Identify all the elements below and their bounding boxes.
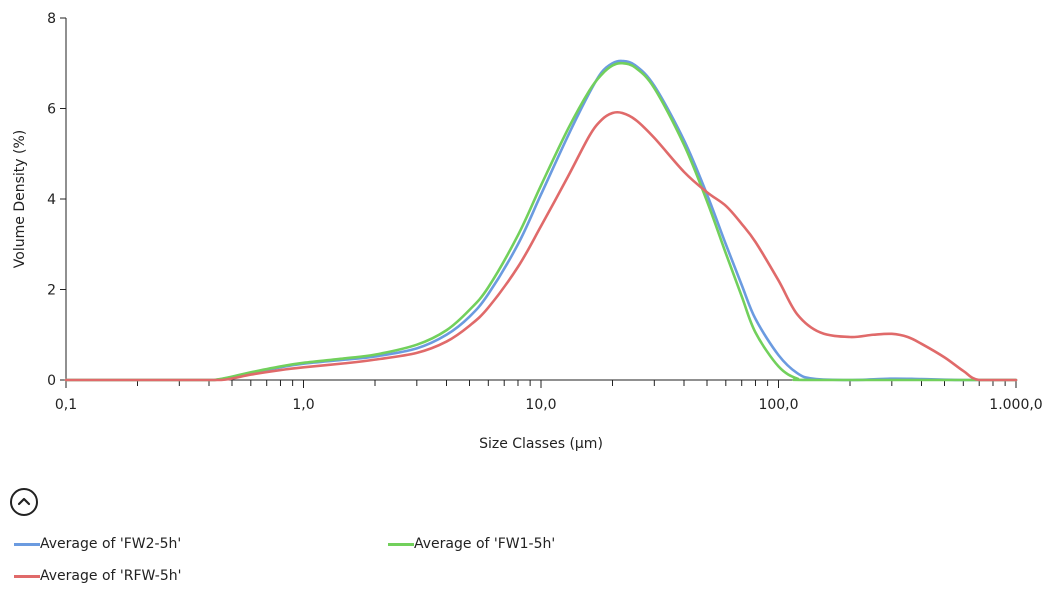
y-tick-label: 2 xyxy=(47,283,56,299)
legend-collapse-button[interactable] xyxy=(10,488,38,516)
chart-series xyxy=(64,59,1018,382)
legend-swatch-fw2 xyxy=(14,542,40,546)
legend-swatch-rfw xyxy=(14,574,40,578)
x-tick-label: 10,0 xyxy=(525,397,556,413)
chevron-up-icon xyxy=(17,497,31,506)
legend-label-fw1: Average of 'FW1-5h' xyxy=(414,536,556,552)
series-line-2 xyxy=(64,110,1018,382)
y-axis-title: Volume Density (%) xyxy=(12,130,28,268)
legend-item-rfw[interactable]: Average of 'RFW-5h' xyxy=(14,568,181,584)
y-tick-label: 0 xyxy=(47,373,56,389)
legend-item-fw1[interactable]: Average of 'FW1-5h' xyxy=(388,536,555,552)
x-tick-label: 100,0 xyxy=(758,397,798,413)
x-tick-label: 1.000,0 xyxy=(989,397,1042,413)
x-tick-label: 1,0 xyxy=(292,397,314,413)
series-line-1 xyxy=(64,61,1018,382)
legend-label-fw2: Average of 'FW2-5h' xyxy=(40,536,182,552)
legend-label-rfw: Average of 'RFW-5h' xyxy=(40,568,182,584)
legend-item-fw2[interactable]: Average of 'FW2-5h' xyxy=(14,536,181,552)
chart-axes: 0 2 4 6 8 0,1 1,0 10,0 100,0 1.000,0 xyxy=(47,11,1043,413)
y-tick-label: 4 xyxy=(47,192,56,208)
legend-swatch-fw1 xyxy=(388,542,414,546)
series-line-0 xyxy=(64,59,1018,382)
y-tick-label: 8 xyxy=(47,11,56,27)
x-axis-title: Size Classes (µm) xyxy=(479,436,603,452)
y-tick-label: 6 xyxy=(47,102,56,118)
x-tick-label: 0,1 xyxy=(55,397,77,413)
size-distribution-chart: 0 2 4 6 8 0,1 1,0 10,0 100,0 1.000,0 Size Classes… xyxy=(12,11,1043,452)
